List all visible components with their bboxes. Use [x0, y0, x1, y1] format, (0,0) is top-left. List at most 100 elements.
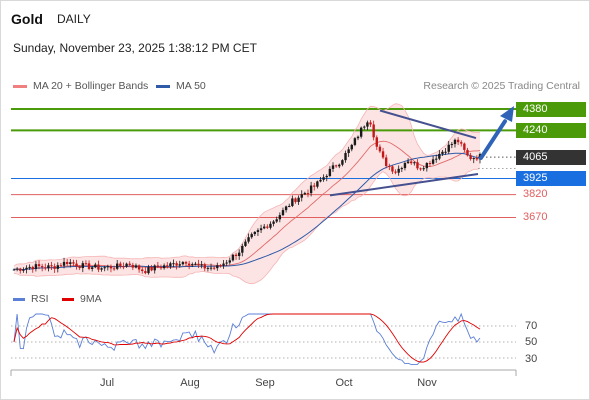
candle-body: [65, 261, 69, 265]
rsi-tick-50: 50: [525, 336, 538, 348]
candle-body: [309, 185, 313, 194]
level-label-3820: 3820: [523, 188, 548, 201]
candle-body: [334, 165, 338, 167]
candle-body: [313, 185, 316, 187]
triangle-lower-line: [329, 172, 479, 197]
rsi-line: [13, 312, 481, 365]
candle-body: [425, 163, 429, 169]
candle-body: [119, 263, 122, 267]
candle-body: [109, 266, 113, 269]
bollinger-swatch: [13, 84, 27, 88]
candle-body: [231, 254, 235, 261]
candle-body: [90, 267, 94, 269]
rsi-swatch: [13, 297, 25, 301]
rsi-tick-70: 70: [525, 320, 538, 332]
candle-body: [172, 263, 175, 265]
9ma-legend-label: 9MA: [80, 293, 102, 305]
candle-body: [397, 168, 400, 173]
candle-body: [253, 231, 257, 235]
candle-body: [475, 158, 479, 160]
candle-body: [300, 194, 303, 198]
candle-body: [413, 162, 416, 164]
candle-body: [275, 219, 278, 222]
candle-body: [175, 263, 178, 266]
candle-body: [222, 263, 225, 266]
timestamp: Sunday, November 23, 2025 1:38:12 PM CET: [13, 41, 257, 55]
candle-body: [403, 162, 407, 169]
candle-body: [12, 269, 16, 271]
candle-body: [53, 266, 56, 269]
candle-body: [303, 193, 307, 195]
candle-body: [19, 268, 22, 271]
candle-body: [269, 223, 272, 228]
candle-body: [250, 234, 253, 238]
candle-body: [400, 168, 404, 170]
candle-body: [191, 264, 194, 266]
candle-body: [59, 265, 63, 267]
bollinger-legend-label: MA 20 + Bollinger Bands: [33, 80, 149, 92]
candle-body: [341, 160, 344, 165]
candle-body: [56, 265, 59, 269]
ma50-legend-label: MA 50: [176, 80, 206, 92]
candle-body: [150, 267, 153, 271]
candle-body: [237, 252, 241, 257]
candle-body: [256, 230, 260, 232]
candle-body: [219, 265, 222, 267]
candle-body: [347, 149, 350, 154]
candle-body: [306, 193, 310, 195]
candle-body: [356, 136, 360, 139]
candle-body: [147, 267, 150, 274]
candle-body: [169, 263, 172, 267]
candle-body: [187, 263, 191, 266]
candle-body: [28, 266, 31, 268]
asset-title: Gold: [11, 11, 43, 27]
candle-body: [435, 158, 438, 160]
candle-body: [137, 265, 141, 270]
candle-body: [112, 268, 116, 270]
candle-body: [338, 164, 341, 167]
candle-body: [375, 137, 378, 147]
candle-body: [206, 267, 210, 269]
trend-arrow-head: [500, 106, 514, 122]
candle-body: [50, 265, 53, 267]
level-label-3925: 3925: [516, 171, 586, 187]
candle-body: [259, 228, 263, 231]
candle-body: [203, 264, 206, 269]
level-label-4065: 4065: [516, 149, 586, 165]
candle-body: [247, 237, 250, 242]
candle-body: [97, 264, 100, 270]
candle-body: [216, 265, 219, 269]
candle-body: [125, 263, 128, 267]
candle-body: [194, 263, 197, 265]
candle-body: [416, 162, 419, 169]
candle-body: [384, 157, 388, 166]
candle-body: [291, 198, 294, 206]
candle-body: [266, 226, 269, 228]
candle-body: [369, 122, 372, 125]
x-tick-nov: Nov: [417, 377, 437, 389]
rsi-tick-30: 30: [525, 353, 538, 365]
candle-body: [463, 143, 466, 150]
candle-body: [166, 265, 169, 267]
legend-ma50: MA 50: [156, 80, 206, 92]
level-label-4380: 4380: [516, 101, 586, 117]
candle-body: [381, 151, 385, 158]
candle-body: [363, 126, 366, 128]
candle-body: [297, 197, 300, 202]
candle-body: [141, 269, 144, 272]
x-tick-aug: Aug: [180, 377, 200, 389]
research-credit: Research © 2025 Trading Central: [423, 80, 580, 92]
trend-arrow-shaft: [479, 119, 507, 160]
candle-body: [34, 264, 38, 270]
ma20-line: [13, 140, 481, 271]
candle-body: [366, 122, 369, 127]
candle-body: [234, 254, 238, 257]
candle-body: [72, 262, 75, 264]
x-tick-sep: Sep: [255, 377, 275, 389]
candle-body: [197, 263, 200, 266]
candle-body: [328, 168, 332, 176]
candle-body: [153, 265, 156, 271]
candle-body: [450, 144, 454, 146]
candle-body: [94, 264, 97, 268]
candle-body: [87, 263, 91, 269]
